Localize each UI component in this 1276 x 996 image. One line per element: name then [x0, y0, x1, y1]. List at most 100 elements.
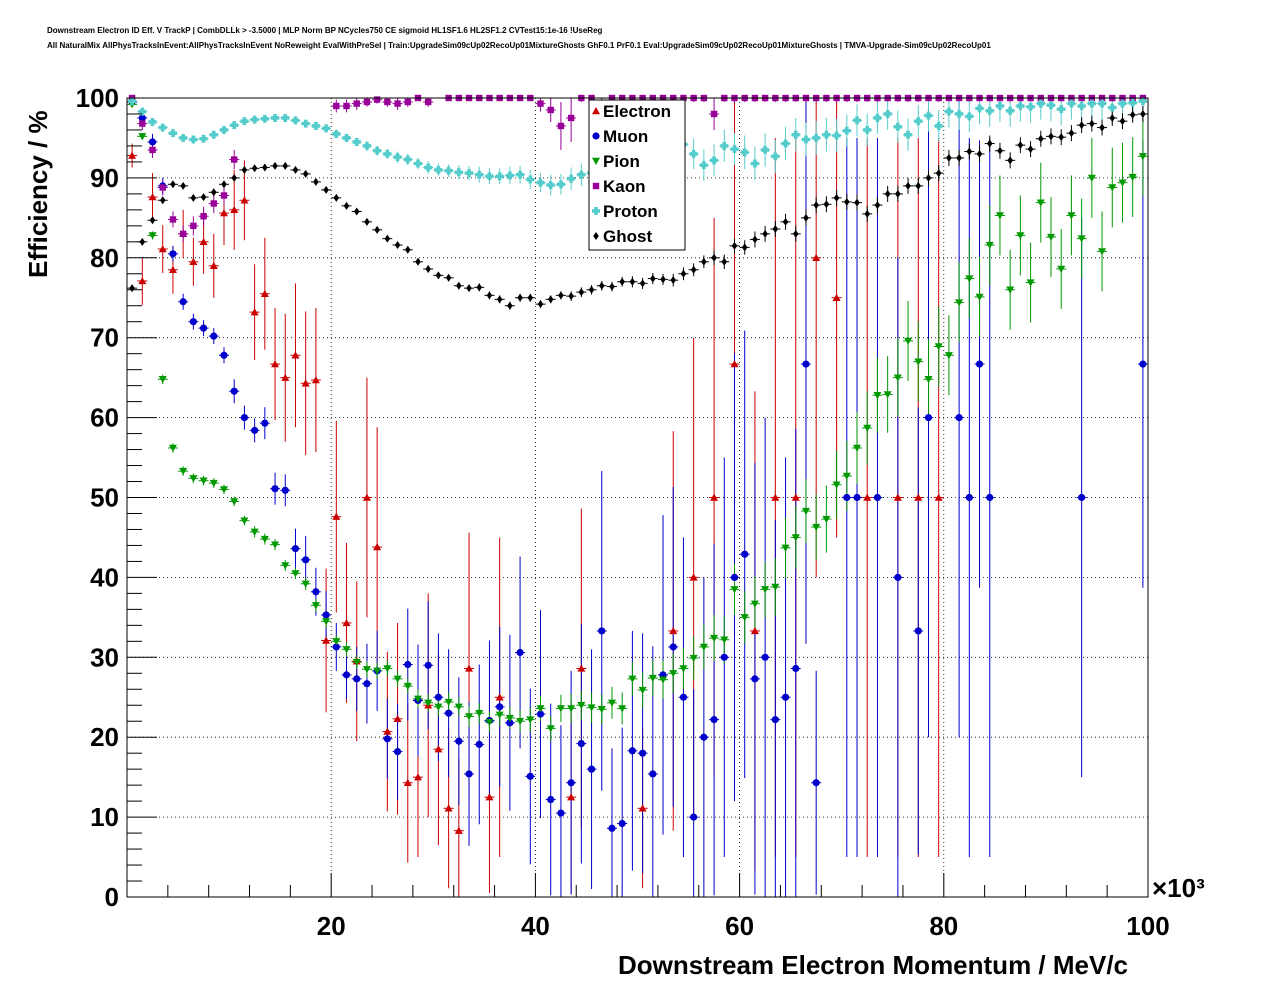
electron-point [934, 493, 943, 501]
muon-point [690, 813, 698, 821]
electron-point [209, 261, 218, 269]
proton-point [352, 137, 361, 146]
pion-point [434, 703, 443, 711]
muon-point [587, 765, 596, 773]
pion-point [863, 424, 872, 432]
ghost-point [353, 207, 360, 216]
electron-point [128, 151, 137, 159]
muon-point [567, 779, 575, 787]
ghost-point [619, 277, 625, 286]
proton-point [1077, 101, 1086, 110]
ghost-point [670, 276, 677, 285]
muon-point [598, 627, 606, 635]
ghost-point [558, 291, 564, 300]
y-tick-label: 10 [90, 802, 119, 832]
muon-point [189, 318, 197, 326]
proton-point [1016, 101, 1025, 110]
proton-point [454, 168, 463, 177]
muon-point [720, 653, 728, 661]
proton-point [179, 133, 188, 142]
proton-point [985, 106, 994, 115]
electron-point [158, 245, 167, 253]
proton-point [260, 114, 269, 123]
axis-ticks [127, 97, 1149, 898]
proton-point [148, 117, 157, 126]
ghost-point [1119, 117, 1126, 126]
kaon-point [139, 120, 146, 127]
pion-point [403, 682, 412, 691]
electron-point [301, 379, 310, 387]
pion-point [311, 602, 320, 610]
ghost-point [629, 277, 636, 286]
ghost-point [1129, 110, 1136, 119]
pion-point [495, 711, 504, 719]
ghost-point [323, 185, 329, 194]
electron-point [168, 265, 177, 273]
electron-point [383, 727, 392, 735]
proton-point [526, 175, 535, 184]
muon-point [393, 747, 402, 756]
proton-point [934, 121, 943, 130]
y-tick-label: 100 [76, 83, 119, 113]
legend-marker-muon [592, 132, 600, 140]
y-tick-label: 0 [105, 882, 119, 912]
ghost-point [517, 293, 523, 302]
kaon-point [547, 106, 554, 114]
x-tick-label: 80 [929, 911, 958, 941]
muon-point [240, 414, 249, 422]
pion-point [791, 534, 800, 542]
pion-point [842, 472, 851, 480]
ghost-point [946, 153, 952, 162]
kaon-point [169, 216, 177, 223]
y-axis-label: Efficiency / % [23, 110, 53, 278]
legend-label-kaon: Kaon [603, 177, 646, 196]
ghost-point [833, 193, 840, 202]
electron-point [230, 205, 239, 214]
proton-point [801, 135, 810, 144]
tick-labels: 0 10 20 30 40 50 60 70 80 90 100 20 40 60 80 100 [76, 83, 1170, 941]
ghost-point [803, 213, 809, 222]
ghost-point [1140, 109, 1146, 118]
proton-point [485, 172, 494, 181]
electron-point [914, 493, 923, 501]
proton-point [853, 116, 862, 125]
muon-point [1139, 360, 1147, 368]
pion-point [669, 670, 678, 678]
kaon-point [149, 146, 156, 154]
proton-point [832, 131, 841, 140]
muon-point [138, 114, 146, 122]
proton-point [924, 111, 933, 120]
muon-point [557, 809, 565, 817]
pion-point [934, 343, 943, 351]
muon-point [649, 770, 657, 778]
pion-point [281, 562, 290, 570]
muon-point [363, 680, 371, 688]
ghost-point [680, 269, 687, 278]
ghost-point [711, 253, 717, 262]
proton-point [710, 156, 719, 165]
pion-point [362, 666, 371, 674]
muon-point [445, 709, 453, 717]
kaon-point [343, 102, 350, 110]
legend: Electron Muon Pion Kaon Proton Ghost [588, 99, 686, 251]
ghost-point [364, 217, 370, 226]
ghost-point [956, 153, 962, 162]
muon-point [730, 573, 739, 582]
pion-point [577, 702, 586, 710]
ghost-point [445, 273, 452, 282]
muon-point [741, 550, 749, 558]
muon-point [220, 351, 228, 359]
legend-marker-ghost [593, 232, 599, 240]
proton-point [1098, 99, 1107, 108]
muon-point [955, 414, 963, 422]
ghost-point [221, 180, 227, 189]
pion-point [1098, 248, 1107, 256]
pion-point [1077, 235, 1086, 243]
muon-point [792, 664, 800, 673]
proton-point [516, 170, 525, 179]
pion-point [1057, 265, 1066, 273]
kaon-point [373, 96, 381, 103]
muon-point [618, 819, 626, 828]
proton-point [271, 113, 280, 122]
